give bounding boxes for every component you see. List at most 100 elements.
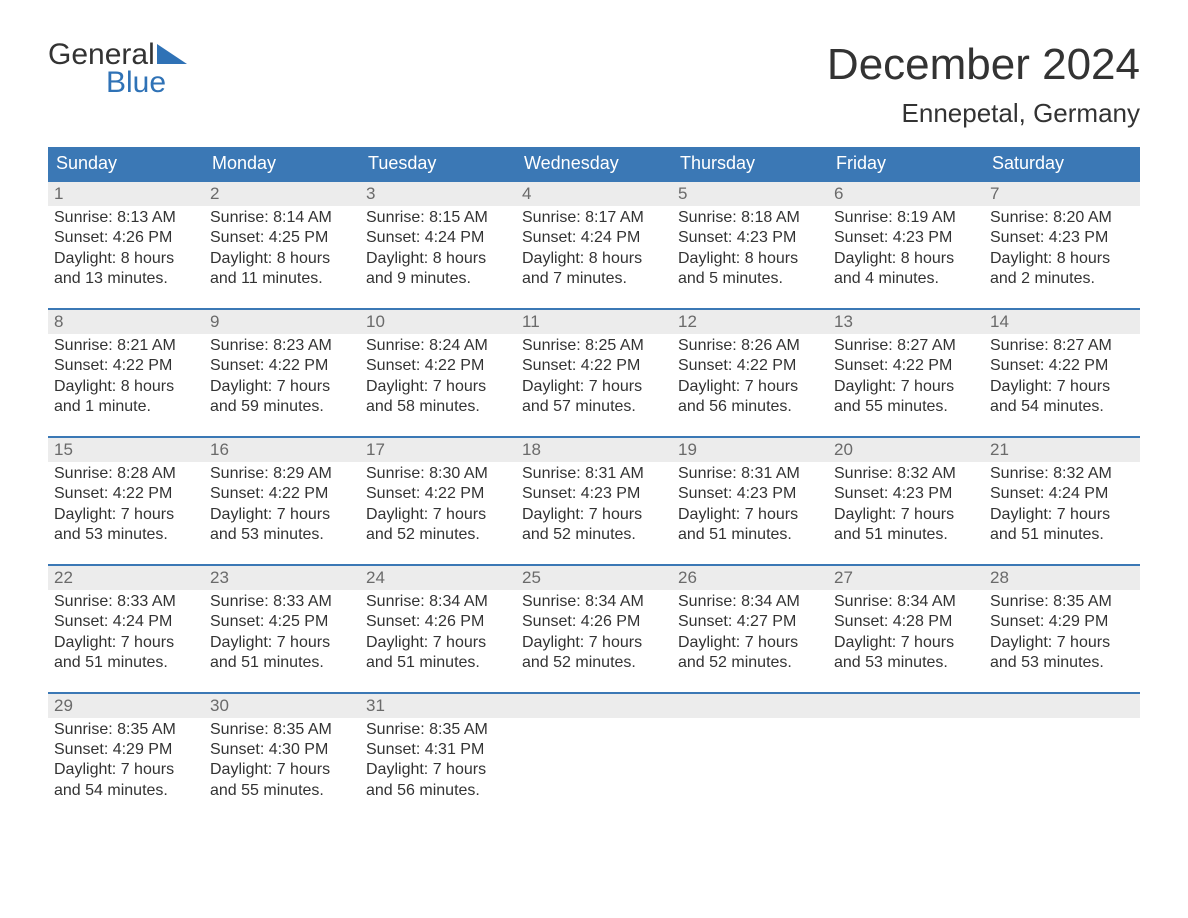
day-cell: Sunrise: 8:27 AMSunset: 4:22 PMDaylight:…	[984, 334, 1140, 422]
day-number: 3	[360, 182, 516, 206]
day-sunset: Sunset: 4:22 PM	[678, 356, 822, 376]
day-cell: Sunrise: 8:35 AMSunset: 4:29 PMDaylight:…	[984, 590, 1140, 678]
day-details: Sunrise: 8:17 AMSunset: 4:24 PMDaylight:…	[516, 206, 672, 290]
day-d2: and 9 minutes.	[366, 269, 510, 289]
day-number: 31	[360, 694, 516, 718]
day-sunrise: Sunrise: 8:32 AM	[834, 464, 978, 484]
day-details: Sunrise: 8:29 AMSunset: 4:22 PMDaylight:…	[204, 462, 360, 546]
day-number: 22	[48, 566, 204, 590]
day-cell: Sunrise: 8:17 AMSunset: 4:24 PMDaylight:…	[516, 206, 672, 294]
day-sunset: Sunset: 4:22 PM	[210, 484, 354, 504]
brand-line2: Blue	[48, 68, 187, 98]
day-d2: and 1 minute.	[54, 397, 198, 417]
day-details: Sunrise: 8:35 AMSunset: 4:29 PMDaylight:…	[984, 590, 1140, 674]
day-d1: Daylight: 7 hours	[54, 760, 198, 780]
day-body-row: Sunrise: 8:13 AMSunset: 4:26 PMDaylight:…	[48, 206, 1140, 294]
day-details: Sunrise: 8:27 AMSunset: 4:22 PMDaylight:…	[828, 334, 984, 418]
day-d1: Daylight: 8 hours	[54, 377, 198, 397]
weekday-header: Thursday	[672, 147, 828, 180]
day-sunrise: Sunrise: 8:34 AM	[834, 592, 978, 612]
daynum-strip: 15161718192021	[48, 438, 1140, 462]
day-sunset: Sunset: 4:30 PM	[210, 740, 354, 760]
day-sunrise: Sunrise: 8:35 AM	[990, 592, 1134, 612]
day-sunset: Sunset: 4:28 PM	[834, 612, 978, 632]
day-cell: Sunrise: 8:19 AMSunset: 4:23 PMDaylight:…	[828, 206, 984, 294]
day-details: Sunrise: 8:24 AMSunset: 4:22 PMDaylight:…	[360, 334, 516, 418]
day-number: 28	[984, 566, 1140, 590]
day-d2: and 51 minutes.	[54, 653, 198, 673]
day-details: Sunrise: 8:27 AMSunset: 4:22 PMDaylight:…	[984, 334, 1140, 418]
day-details: Sunrise: 8:32 AMSunset: 4:23 PMDaylight:…	[828, 462, 984, 546]
day-cell: Sunrise: 8:35 AMSunset: 4:31 PMDaylight:…	[360, 718, 516, 806]
day-sunset: Sunset: 4:26 PM	[366, 612, 510, 632]
day-d1: Daylight: 7 hours	[210, 377, 354, 397]
day-cell	[984, 718, 1140, 806]
day-body-row: Sunrise: 8:33 AMSunset: 4:24 PMDaylight:…	[48, 590, 1140, 678]
day-d1: Daylight: 7 hours	[54, 633, 198, 653]
day-sunset: Sunset: 4:23 PM	[522, 484, 666, 504]
location-subtitle: Ennepetal, Germany	[827, 98, 1140, 129]
day-sunrise: Sunrise: 8:18 AM	[678, 208, 822, 228]
weekday-header: Friday	[828, 147, 984, 180]
day-sunrise: Sunrise: 8:35 AM	[54, 720, 198, 740]
day-sunset: Sunset: 4:22 PM	[366, 356, 510, 376]
day-number: 27	[828, 566, 984, 590]
daynum-strip: 1234567	[48, 182, 1140, 206]
day-details: Sunrise: 8:31 AMSunset: 4:23 PMDaylight:…	[516, 462, 672, 546]
day-d1: Daylight: 7 hours	[366, 633, 510, 653]
day-d2: and 51 minutes.	[366, 653, 510, 673]
day-details: Sunrise: 8:19 AMSunset: 4:23 PMDaylight:…	[828, 206, 984, 290]
day-sunset: Sunset: 4:22 PM	[210, 356, 354, 376]
day-number: 20	[828, 438, 984, 462]
day-number: 12	[672, 310, 828, 334]
day-details: Sunrise: 8:34 AMSunset: 4:26 PMDaylight:…	[360, 590, 516, 674]
day-d2: and 55 minutes.	[210, 781, 354, 801]
day-sunset: Sunset: 4:23 PM	[990, 228, 1134, 248]
day-d1: Daylight: 7 hours	[834, 633, 978, 653]
day-cell: Sunrise: 8:35 AMSunset: 4:29 PMDaylight:…	[48, 718, 204, 806]
day-sunrise: Sunrise: 8:33 AM	[54, 592, 198, 612]
weekday-header: Saturday	[984, 147, 1140, 180]
day-sunrise: Sunrise: 8:14 AM	[210, 208, 354, 228]
day-cell: Sunrise: 8:32 AMSunset: 4:23 PMDaylight:…	[828, 462, 984, 550]
day-cell: Sunrise: 8:18 AMSunset: 4:23 PMDaylight:…	[672, 206, 828, 294]
day-d2: and 13 minutes.	[54, 269, 198, 289]
day-d1: Daylight: 7 hours	[834, 377, 978, 397]
day-d2: and 51 minutes.	[834, 525, 978, 545]
day-body-row: Sunrise: 8:21 AMSunset: 4:22 PMDaylight:…	[48, 334, 1140, 422]
title-block: December 2024 Ennepetal, Germany	[827, 40, 1140, 129]
day-sunset: Sunset: 4:23 PM	[834, 228, 978, 248]
day-d2: and 58 minutes.	[366, 397, 510, 417]
day-sunrise: Sunrise: 8:31 AM	[678, 464, 822, 484]
day-sunset: Sunset: 4:27 PM	[678, 612, 822, 632]
day-cell: Sunrise: 8:27 AMSunset: 4:22 PMDaylight:…	[828, 334, 984, 422]
day-d2: and 11 minutes.	[210, 269, 354, 289]
day-cell: Sunrise: 8:31 AMSunset: 4:23 PMDaylight:…	[516, 462, 672, 550]
day-d1: Daylight: 7 hours	[366, 505, 510, 525]
day-d2: and 2 minutes.	[990, 269, 1134, 289]
day-sunset: Sunset: 4:29 PM	[990, 612, 1134, 632]
calendar-header-row: SundayMondayTuesdayWednesdayThursdayFrid…	[48, 147, 1140, 180]
day-cell: Sunrise: 8:23 AMSunset: 4:22 PMDaylight:…	[204, 334, 360, 422]
day-d1: Daylight: 8 hours	[522, 249, 666, 269]
day-number: 10	[360, 310, 516, 334]
day-sunset: Sunset: 4:24 PM	[990, 484, 1134, 504]
day-d1: Daylight: 7 hours	[210, 633, 354, 653]
day-d2: and 55 minutes.	[834, 397, 978, 417]
day-number	[672, 694, 828, 718]
day-sunrise: Sunrise: 8:33 AM	[210, 592, 354, 612]
day-sunset: Sunset: 4:23 PM	[678, 484, 822, 504]
day-d1: Daylight: 7 hours	[678, 377, 822, 397]
day-d2: and 51 minutes.	[990, 525, 1134, 545]
day-body-row: Sunrise: 8:28 AMSunset: 4:22 PMDaylight:…	[48, 462, 1140, 550]
day-d2: and 53 minutes.	[990, 653, 1134, 673]
day-cell	[672, 718, 828, 806]
day-d1: Daylight: 7 hours	[366, 377, 510, 397]
day-number: 25	[516, 566, 672, 590]
calendar-week: 1234567Sunrise: 8:13 AMSunset: 4:26 PMDa…	[48, 180, 1140, 294]
day-d1: Daylight: 7 hours	[834, 505, 978, 525]
brand-logo: General Blue	[48, 40, 187, 98]
day-details: Sunrise: 8:34 AMSunset: 4:26 PMDaylight:…	[516, 590, 672, 674]
day-sunrise: Sunrise: 8:19 AM	[834, 208, 978, 228]
day-sunset: Sunset: 4:31 PM	[366, 740, 510, 760]
